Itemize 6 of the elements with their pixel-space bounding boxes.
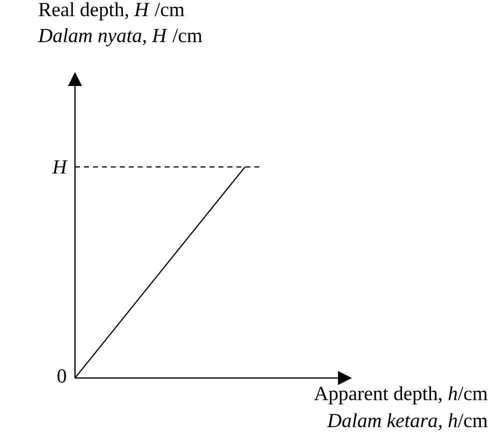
ref-line-label: H [52, 160, 68, 174]
x-axis-title: Apparent depth, h/cm [314, 386, 488, 404]
text: Real depth, H /cm [38, 2, 184, 20]
text: Dalam nyata, H /cm [38, 28, 202, 46]
text: Dalam ketara, h/cm [327, 413, 488, 430]
text: 0 [58, 369, 66, 383]
